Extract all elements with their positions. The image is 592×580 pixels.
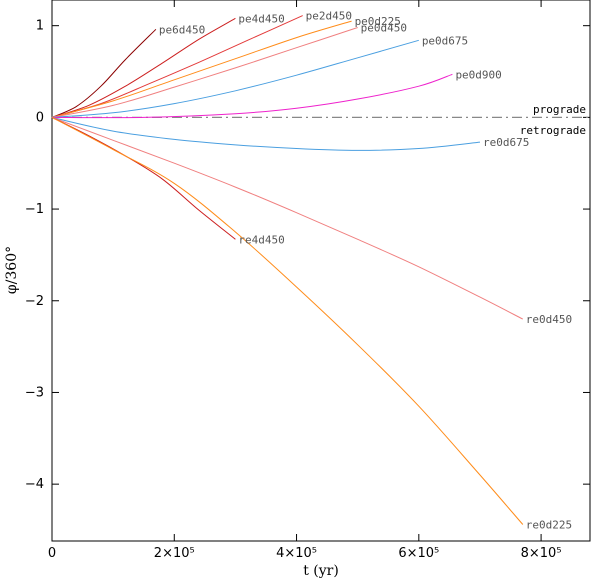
x-axis-label: t (yr) — [303, 563, 339, 579]
series-label-pe4d450: pe4d450 — [238, 12, 284, 25]
series-line-re0d675 — [51, 116, 481, 151]
series-label-pe0d450: pe0d450 — [361, 22, 407, 35]
series-line-pe6d450 — [51, 28, 157, 118]
y-tick-label: −2 — [25, 294, 44, 309]
x-tick-label: 6×10⁵ — [398, 546, 439, 561]
series-label-pe2d450: pe2d450 — [306, 10, 352, 23]
series-label-pe0d675: pe0d675 — [422, 34, 468, 47]
series-line-re0d225 — [51, 116, 524, 525]
series-line-pe4d450 — [51, 17, 236, 118]
annotations: prograde retrograde — [520, 103, 586, 137]
series-line-pe0d225 — [51, 20, 352, 118]
series-label-pe0d225: pe0d225 — [355, 15, 401, 28]
ticks: 0 2×10⁵ 4×10⁵ 6×10⁵ 8×10⁵ 1 0 −1 −2 −3 −4 — [25, 0, 590, 561]
series-label-re0d225: re0d225 — [526, 518, 572, 531]
x-tick-label: 4×10⁵ — [276, 546, 317, 561]
plot-frame — [51, 0, 591, 542]
x-tick-label: 0 — [48, 546, 56, 561]
series-label-re0d450: re0d450 — [526, 313, 572, 326]
y-tick-label: −1 — [25, 202, 44, 217]
series-line-pe0d675 — [51, 39, 419, 118]
series-line-re4d450 — [51, 116, 236, 240]
series-group — [51, 15, 524, 525]
x-tick-label: 8×10⁵ — [521, 546, 562, 561]
annotation-retrograde: retrograde — [520, 124, 586, 137]
y-tick-label: −4 — [25, 477, 44, 492]
series-line-pe0d900 — [51, 73, 453, 119]
series-line-re0d450 — [51, 116, 524, 320]
series-line-pe2d450 — [51, 15, 303, 118]
y-axis-label: φ/360° — [4, 246, 20, 294]
y-tick-label: 1 — [36, 19, 44, 34]
series-label-pe6d450: pe6d450 — [159, 23, 205, 36]
x-tick-label: 2×10⁵ — [154, 546, 195, 561]
series-label-re4d450: re4d450 — [238, 233, 284, 246]
series-label-pe0d900: pe0d900 — [455, 68, 501, 81]
series-line-pe0d450 — [51, 27, 358, 118]
annotation-prograde: prograde — [533, 103, 586, 116]
y-tick-label: −3 — [25, 385, 44, 400]
y-tick-label: 0 — [36, 110, 44, 125]
series-label-re0d675: re0d675 — [483, 136, 529, 149]
